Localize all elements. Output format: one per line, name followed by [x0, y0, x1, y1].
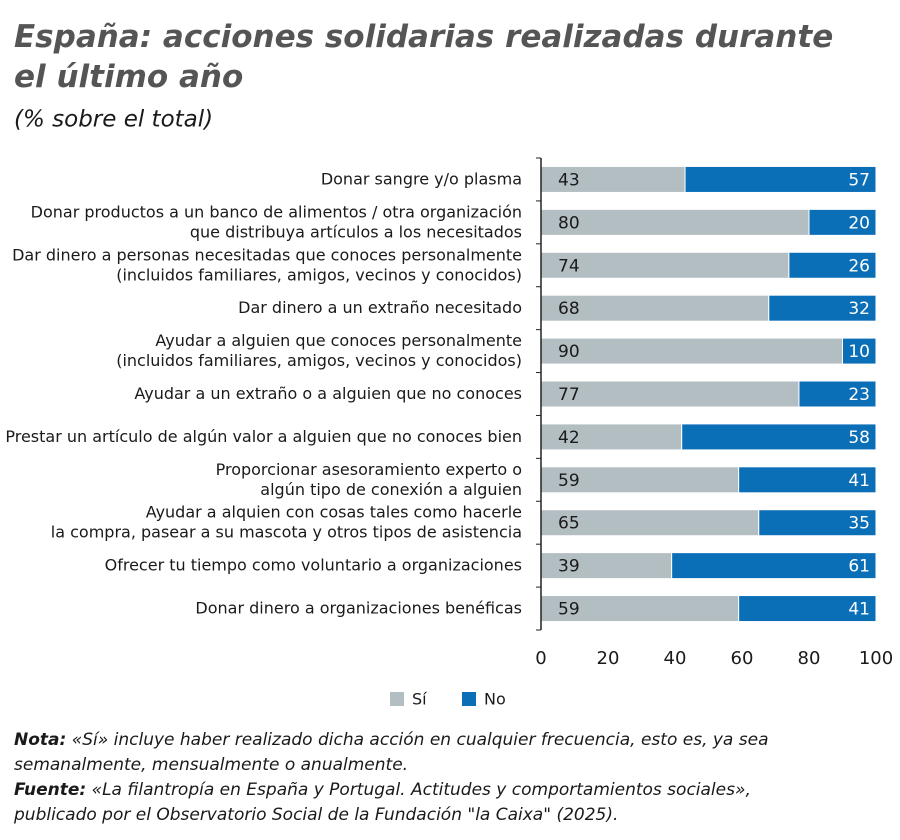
- bar-segment: [798, 380, 877, 408]
- category-label: Ofrecer tu tiempo como voluntario a orga…: [105, 555, 522, 574]
- bar-segment: [671, 552, 877, 580]
- value-label: 68: [558, 299, 580, 319]
- value-label: 42: [558, 428, 580, 448]
- x-tick-label: 80: [798, 648, 821, 669]
- value-label: 43: [558, 170, 580, 190]
- note: Nota: «Sí» incluye haber realizado dicha…: [14, 728, 874, 778]
- category-label: Ayudar a un extraño o a alguien que no c…: [134, 384, 522, 403]
- category-label: Dar dinero a un extraño necesitado: [238, 298, 522, 317]
- notes: Nota: «Sí» incluye haber realizado dicha…: [14, 728, 874, 828]
- category-label: Donar dinero a organizaciones benéficas: [195, 598, 522, 617]
- legend-swatch: [390, 692, 404, 706]
- value-label: 32: [848, 299, 870, 319]
- bar-segment: [738, 466, 877, 494]
- bar-segment: [808, 208, 877, 236]
- value-label: 35: [848, 514, 870, 534]
- bar-segment: [540, 552, 673, 580]
- bar-segment: [540, 337, 843, 365]
- value-label: 74: [558, 256, 580, 276]
- category-label: Ayudar a alguien que conoces personalmen…: [116, 331, 522, 370]
- value-label: 77: [558, 385, 580, 405]
- bar-segment: [540, 466, 740, 494]
- bar-segment: [681, 423, 877, 451]
- bar-segment: [788, 251, 877, 279]
- x-tick-label: 40: [664, 648, 687, 669]
- value-label: 23: [848, 385, 870, 405]
- bar-segment: [540, 509, 760, 537]
- category-label: Donar sangre y/o plasma: [321, 169, 522, 188]
- legend-label: No: [484, 690, 506, 709]
- chart-title: España: acciones solidarias realizadas d…: [14, 19, 833, 95]
- x-tick-label: 20: [597, 648, 620, 669]
- value-label: 58: [848, 428, 870, 448]
- note-label: Fuente:: [14, 780, 87, 800]
- legend-label: Sí: [412, 690, 427, 709]
- bar-segment: [738, 595, 877, 623]
- category-label: Dar dinero a personas necesitadas que co…: [12, 245, 522, 284]
- bar-segment: [540, 208, 810, 236]
- value-label: 65: [558, 514, 580, 534]
- value-label: 26: [848, 256, 870, 276]
- bar-segment: [540, 380, 800, 408]
- value-label: 59: [558, 600, 580, 620]
- value-label: 41: [848, 471, 870, 491]
- x-tick-label: 0: [535, 648, 546, 669]
- category-label: Prestar un artículo de algún valor a alg…: [5, 426, 522, 445]
- category-label: Proporcionar asesoramiento experto o algú…: [216, 459, 522, 498]
- chart: España: acciones solidarias realizadas d…: [5, 19, 893, 709]
- value-label: 20: [848, 213, 870, 233]
- x-tick-label: 100: [859, 648, 893, 669]
- x-tick-label: 60: [731, 648, 754, 669]
- bar-segment: [842, 337, 877, 365]
- note: Fuente: «La filantropía en España y Port…: [14, 778, 804, 828]
- note-label: Nota:: [14, 730, 67, 750]
- category-label: Ayudar a alquien con cosas tales como ha…: [51, 502, 522, 541]
- note-text: «Sí» incluye haber realizado dicha acció…: [14, 730, 769, 775]
- value-label: 90: [558, 342, 580, 362]
- value-label: 61: [848, 557, 870, 577]
- value-label: 57: [848, 170, 870, 190]
- category-label: Donar productos a un banco de alimentos …: [31, 202, 522, 241]
- value-label: 41: [848, 600, 870, 620]
- bar-segment: [540, 251, 790, 279]
- value-label: 80: [558, 213, 580, 233]
- value-label: 59: [558, 471, 580, 491]
- bar-segment: [758, 509, 877, 537]
- bar-segment: [768, 294, 877, 322]
- chart-subtitle: (% sobre el total): [14, 107, 213, 133]
- value-label: 39: [558, 557, 580, 577]
- bar-segment: [540, 294, 770, 322]
- note-text: «La filantropía en España y Portugal. Ac…: [14, 780, 751, 825]
- value-label: 10: [848, 342, 870, 362]
- bar-segment: [540, 165, 686, 193]
- legend-swatch: [462, 692, 476, 706]
- bar-segment: [684, 165, 877, 193]
